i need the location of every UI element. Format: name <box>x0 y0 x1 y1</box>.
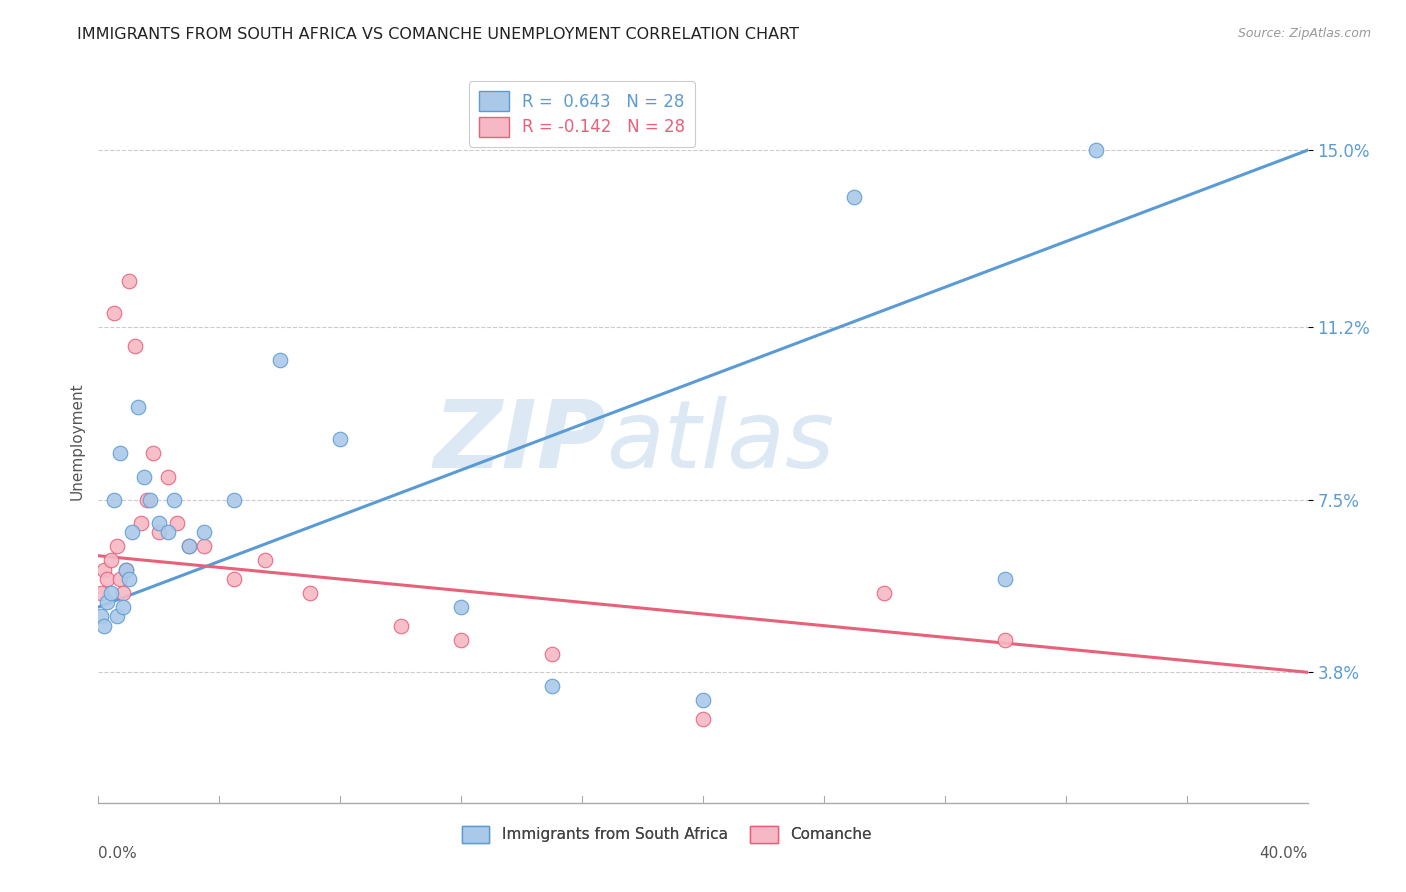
Point <box>96 572 118 586</box>
Text: ZIP: ZIP <box>433 395 606 488</box>
Point <box>156 525 179 540</box>
Text: 0.0%: 0.0% <box>98 847 138 861</box>
Text: atlas: atlas <box>606 396 835 487</box>
Point <box>129 516 152 530</box>
Point <box>692 712 714 726</box>
Point <box>329 432 352 446</box>
Point <box>873 586 896 600</box>
Point <box>269 353 291 368</box>
Point <box>193 525 215 540</box>
Text: 40.0%: 40.0% <box>1260 847 1308 861</box>
Point <box>127 400 149 414</box>
Point <box>93 618 115 632</box>
Point <box>103 306 125 320</box>
Point <box>100 553 122 567</box>
Point <box>90 586 112 600</box>
Point <box>692 693 714 707</box>
Point <box>90 609 112 624</box>
Point <box>224 492 246 507</box>
Point <box>139 492 162 507</box>
Text: Source: ZipAtlas.com: Source: ZipAtlas.com <box>1237 27 1371 40</box>
Point <box>540 647 562 661</box>
Point <box>93 563 115 577</box>
Point <box>253 553 276 567</box>
Point <box>224 572 246 586</box>
Point <box>103 492 125 507</box>
Point <box>994 632 1017 647</box>
Point <box>100 586 122 600</box>
Point <box>179 540 201 554</box>
Point <box>994 572 1017 586</box>
Point <box>108 572 131 586</box>
Point <box>132 469 155 483</box>
Point <box>450 632 472 647</box>
Point <box>148 516 170 530</box>
Point <box>299 586 322 600</box>
Point <box>135 492 157 507</box>
Point <box>105 540 128 554</box>
Point <box>450 600 472 615</box>
Point <box>124 339 146 353</box>
Legend: Immigrants from South Africa, Comanche: Immigrants from South Africa, Comanche <box>456 820 877 849</box>
Point <box>142 446 165 460</box>
Point <box>166 516 188 530</box>
Y-axis label: Unemployment: Unemployment <box>69 383 84 500</box>
Point <box>163 492 186 507</box>
Point <box>179 540 201 554</box>
Point <box>389 618 412 632</box>
Point <box>118 274 141 288</box>
Point <box>114 563 136 577</box>
Point <box>105 609 128 624</box>
Point <box>111 600 134 615</box>
Point <box>96 595 118 609</box>
Point <box>118 572 141 586</box>
Point <box>121 525 143 540</box>
Point <box>114 563 136 577</box>
Text: IMMIGRANTS FROM SOUTH AFRICA VS COMANCHE UNEMPLOYMENT CORRELATION CHART: IMMIGRANTS FROM SOUTH AFRICA VS COMANCHE… <box>77 27 800 42</box>
Point <box>148 525 170 540</box>
Point <box>193 540 215 554</box>
Point <box>111 586 134 600</box>
Point <box>844 190 866 204</box>
Point <box>108 446 131 460</box>
Point <box>540 679 562 693</box>
Point <box>1085 143 1108 157</box>
Point <box>156 469 179 483</box>
